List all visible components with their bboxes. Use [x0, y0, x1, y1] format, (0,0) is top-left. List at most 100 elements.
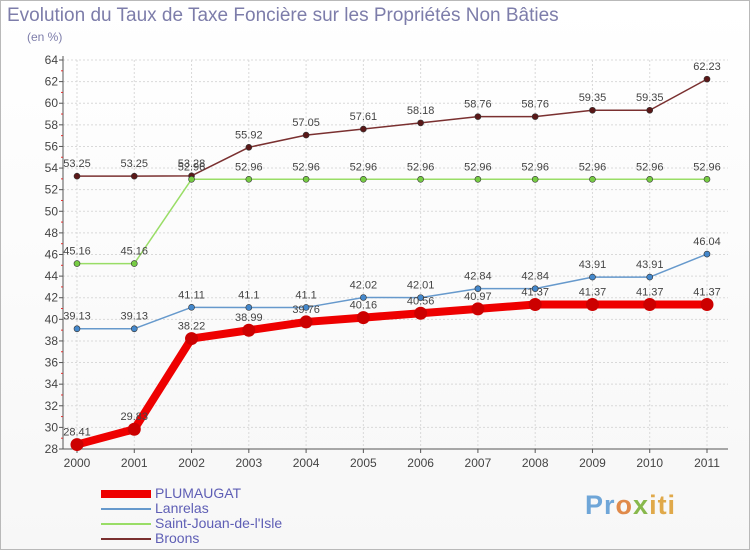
- data-label-plumaugat: 40.56: [407, 295, 435, 307]
- y-tick-label: 54: [45, 161, 59, 175]
- x-tick-label: 2007: [465, 456, 492, 470]
- legend-label: Broons: [155, 530, 200, 546]
- data-point-lanrelas: [302, 304, 310, 311]
- data-label-plumaugat: 41.37: [636, 287, 664, 299]
- data-label-broons: 59.35: [579, 92, 607, 104]
- y-tick-label: 28: [45, 442, 59, 456]
- data-point-saint-jouan-de-l-isle: [73, 260, 81, 267]
- legend-swatch: [101, 523, 151, 525]
- chart-title: Evolution du Taux de Taxe Foncière sur l…: [7, 5, 559, 26]
- data-label-saint-jouan-de-l-isle: 52.96: [350, 161, 378, 173]
- data-point-lanrelas: [130, 325, 138, 333]
- data-label-broons: 58.76: [521, 99, 549, 111]
- series-line-lanrelas: [77, 253, 708, 330]
- data-point-plumaugat: [528, 298, 542, 312]
- data-point-plumaugat: [700, 298, 714, 312]
- data-point-lanrelas: [245, 304, 253, 311]
- data-label-plumaugat: 29.83: [121, 411, 149, 423]
- data-point-lanrelas: [531, 285, 539, 292]
- data-label-lanrelas: 42.01: [407, 280, 435, 292]
- data-point-lanrelas: [417, 294, 424, 301]
- data-label-broons: 53.28: [178, 158, 206, 170]
- data-point-plumaugat: [643, 298, 657, 312]
- data-label-lanrelas: 46.04: [693, 236, 721, 248]
- logo-part-4: iti: [649, 490, 677, 520]
- data-label-saint-jouan-de-l-isle: 52.96: [636, 161, 664, 173]
- data-label-plumaugat: 41.37: [579, 287, 607, 299]
- y-tick-label: 56: [45, 139, 59, 153]
- data-point-broons: [589, 106, 596, 114]
- series-line-broons: [77, 78, 708, 177]
- data-label-broons: 53.25: [121, 158, 149, 170]
- y-tick-label: 32: [45, 399, 59, 413]
- data-point-saint-jouan-de-l-isle: [130, 260, 138, 267]
- data-point-broons: [73, 172, 81, 180]
- y-tick-label: 46: [45, 248, 59, 262]
- y-tick-label: 60: [45, 96, 59, 110]
- data-point-lanrelas: [589, 273, 596, 281]
- data-point-lanrelas: [646, 273, 654, 281]
- data-label-broons: 57.61: [350, 111, 378, 123]
- data-label-saint-jouan-de-l-isle: 52.96: [464, 161, 492, 173]
- x-tick-label: 2004: [293, 456, 320, 470]
- series-line-saint-jouan-de-l-isle: [77, 178, 707, 265]
- data-label-plumaugat: 40.97: [464, 291, 492, 303]
- legend-swatch: [101, 538, 151, 540]
- data-label-plumaugat: 38.22: [178, 321, 206, 333]
- y-tick-label: 50: [45, 204, 59, 218]
- data-point-lanrelas: [474, 285, 482, 292]
- data-point-broons: [474, 113, 482, 120]
- y-tick-label: 34: [45, 377, 59, 391]
- data-point-broons: [646, 106, 654, 114]
- data-label-saint-jouan-de-l-isle: 52.96: [292, 161, 320, 173]
- x-tick-label: 2002: [178, 456, 205, 470]
- data-label-saint-jouan-de-l-isle: 45.16: [63, 246, 91, 258]
- data-point-broons: [703, 75, 711, 83]
- data-label-saint-jouan-de-l-isle: 52.96: [235, 161, 263, 173]
- data-point-plumaugat: [185, 332, 199, 346]
- y-tick-label: 52: [45, 183, 59, 197]
- data-point-plumaugat: [414, 306, 428, 320]
- y-tick-label: 48: [45, 226, 59, 240]
- y-tick-label: 38: [45, 334, 59, 348]
- data-label-plumaugat: 41.37: [693, 287, 721, 299]
- data-label-lanrelas: 41.11: [178, 289, 205, 301]
- data-point-saint-jouan-de-l-isle: [646, 175, 654, 183]
- data-point-lanrelas: [703, 250, 711, 258]
- data-label-saint-jouan-de-l-isle: 52.96: [521, 161, 549, 173]
- x-tick-label: 2008: [522, 456, 549, 470]
- data-point-saint-jouan-de-l-isle: [417, 175, 424, 183]
- data-label-saint-jouan-de-l-isle: 45.16: [121, 246, 149, 258]
- data-point-saint-jouan-de-l-isle: [589, 175, 596, 183]
- data-label-lanrelas: 43.91: [636, 259, 664, 271]
- data-point-plumaugat: [127, 422, 141, 436]
- data-label-plumaugat: 41.37: [521, 287, 549, 299]
- data-point-saint-jouan-de-l-isle: [188, 175, 195, 183]
- data-label-saint-jouan-de-l-isle: 52.96: [579, 161, 607, 173]
- data-label-saint-jouan-de-l-isle: 52.96: [407, 161, 435, 173]
- data-label-saint-jouan-de-l-isle: 52.96: [178, 161, 206, 173]
- data-point-broons: [417, 119, 424, 127]
- data-label-lanrelas: 42.84: [521, 271, 549, 283]
- y-tick-label: 64: [45, 53, 59, 67]
- logo-part-1: Pr: [585, 490, 616, 520]
- data-point-lanrelas: [188, 304, 195, 311]
- data-point-broons: [130, 172, 138, 180]
- data-label-lanrelas: 41.1: [238, 289, 259, 301]
- data-point-plumaugat: [356, 311, 370, 325]
- x-tick-label: 2005: [350, 456, 377, 470]
- x-tick-label: 2006: [407, 456, 434, 470]
- y-axis-unit: (en %): [27, 30, 63, 44]
- data-point-saint-jouan-de-l-isle: [302, 175, 310, 183]
- data-label-broons: 55.92: [235, 129, 263, 141]
- x-tick-label: 2001: [121, 456, 148, 470]
- x-tick-label: 2003: [235, 456, 262, 470]
- data-point-broons: [360, 125, 367, 133]
- data-point-saint-jouan-de-l-isle: [531, 175, 539, 183]
- y-tick-label: 62: [45, 75, 59, 89]
- data-label-broons: 59.35: [636, 92, 664, 104]
- data-label-broons: 57.05: [292, 117, 320, 129]
- data-label-plumaugat: 38.99: [235, 312, 263, 324]
